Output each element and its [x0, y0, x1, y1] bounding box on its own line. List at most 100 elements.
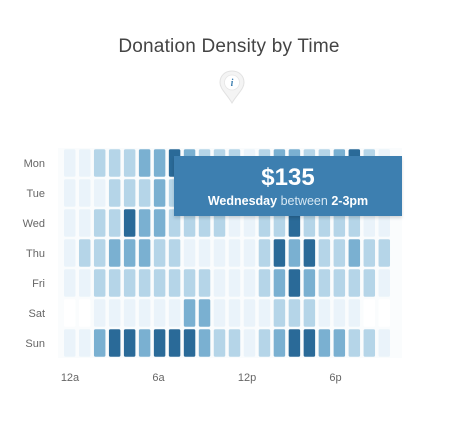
heatmap-cell[interactable]: [213, 209, 226, 237]
heatmap-cell[interactable]: [138, 239, 151, 267]
heatmap-cell[interactable]: [123, 179, 136, 207]
heatmap-cell[interactable]: [78, 149, 91, 177]
heatmap-cell[interactable]: [228, 329, 241, 357]
heatmap-cell[interactable]: [168, 209, 181, 237]
heatmap-cell[interactable]: [108, 239, 121, 267]
heatmap-cell[interactable]: [243, 269, 256, 297]
heatmap-cell[interactable]: [123, 149, 136, 177]
heatmap-cell[interactable]: [258, 269, 271, 297]
heatmap-cell[interactable]: [273, 239, 286, 267]
heatmap-cell[interactable]: [363, 329, 376, 357]
heatmap-cell[interactable]: [198, 209, 211, 237]
heatmap-cell[interactable]: [303, 239, 316, 267]
heatmap-cell[interactable]: [198, 239, 211, 267]
heatmap-cell[interactable]: [78, 329, 91, 357]
heatmap-cell[interactable]: [93, 209, 106, 237]
heatmap-cell[interactable]: [333, 239, 346, 267]
heatmap-cell[interactable]: [108, 179, 121, 207]
heatmap-cell[interactable]: [318, 269, 331, 297]
heatmap-cell[interactable]: [258, 239, 271, 267]
heatmap-cell[interactable]: [348, 299, 361, 327]
heatmap-cell[interactable]: [243, 209, 256, 237]
heatmap-cell[interactable]: [288, 299, 301, 327]
heatmap-cell[interactable]: [243, 329, 256, 357]
heatmap-cell[interactable]: [363, 299, 376, 327]
heatmap-cell[interactable]: [243, 299, 256, 327]
heatmap-cell[interactable]: [378, 209, 391, 237]
heatmap-cell[interactable]: [213, 269, 226, 297]
heatmap-cell[interactable]: [153, 269, 166, 297]
heatmap-cell[interactable]: [273, 269, 286, 297]
heatmap-cell[interactable]: [93, 269, 106, 297]
heatmap-cell[interactable]: [258, 299, 271, 327]
heatmap-cell[interactable]: [153, 329, 166, 357]
heatmap-cell[interactable]: [318, 209, 331, 237]
heatmap-cell[interactable]: [378, 299, 391, 327]
heatmap-cell[interactable]: [228, 269, 241, 297]
heatmap-cell[interactable]: [183, 329, 196, 357]
heatmap-cell[interactable]: [64, 269, 76, 297]
heatmap-cell[interactable]: [213, 329, 226, 357]
heatmap-cell[interactable]: [198, 329, 211, 357]
heatmap-cell[interactable]: [333, 299, 346, 327]
heatmap-cell[interactable]: [123, 209, 136, 237]
heatmap-cell[interactable]: [138, 329, 151, 357]
heatmap-cell[interactable]: [138, 299, 151, 327]
heatmap-cell[interactable]: [213, 239, 226, 267]
heatmap-cell[interactable]: [363, 269, 376, 297]
heatmap-cell[interactable]: [64, 239, 76, 267]
heatmap-cell[interactable]: [348, 239, 361, 267]
heatmap-cell[interactable]: [183, 209, 196, 237]
heatmap-cell[interactable]: [64, 299, 76, 327]
heatmap-cell[interactable]: [228, 209, 241, 237]
heatmap-cell[interactable]: [378, 239, 391, 267]
heatmap-cell[interactable]: [228, 239, 241, 267]
heatmap-cell[interactable]: [228, 299, 241, 327]
heatmap-cell[interactable]: [303, 329, 316, 357]
heatmap-cell[interactable]: [303, 209, 316, 237]
heatmap-cell[interactable]: [348, 329, 361, 357]
heatmap-cell[interactable]: [153, 179, 166, 207]
heatmap-cell[interactable]: [213, 299, 226, 327]
heatmap-cell[interactable]: [168, 239, 181, 267]
heatmap-cell[interactable]: [108, 299, 121, 327]
heatmap-cell[interactable]: [93, 329, 106, 357]
heatmap-cell[interactable]: [64, 209, 76, 237]
heatmap-cell[interactable]: [258, 329, 271, 357]
heatmap-cell[interactable]: [64, 149, 76, 177]
heatmap-cell[interactable]: [198, 269, 211, 297]
heatmap-cell[interactable]: [138, 149, 151, 177]
heatmap-cell[interactable]: [78, 209, 91, 237]
heatmap-cell[interactable]: [93, 179, 106, 207]
heatmap-cell[interactable]: [378, 269, 391, 297]
heatmap-cell[interactable]: [258, 209, 271, 237]
heatmap-cell[interactable]: [303, 269, 316, 297]
heatmap-cell[interactable]: [153, 209, 166, 237]
heatmap-cell[interactable]: [123, 269, 136, 297]
heatmap-cell[interactable]: [363, 209, 376, 237]
heatmap-cell[interactable]: [168, 329, 181, 357]
heatmap-cell[interactable]: [78, 269, 91, 297]
heatmap-cell[interactable]: [183, 269, 196, 297]
heatmap-cell[interactable]: [243, 239, 256, 267]
heatmap-cell[interactable]: [348, 269, 361, 297]
heatmap-cell[interactable]: [64, 179, 76, 207]
heatmap-cell[interactable]: [78, 299, 91, 327]
heatmap-cell[interactable]: [168, 299, 181, 327]
heatmap-cell[interactable]: [108, 209, 121, 237]
heatmap-cell[interactable]: [288, 329, 301, 357]
heatmap-cell[interactable]: [138, 269, 151, 297]
heatmap-cell[interactable]: [183, 299, 196, 327]
heatmap-cell[interactable]: [138, 209, 151, 237]
heatmap-cell[interactable]: [108, 329, 121, 357]
heatmap-cell[interactable]: [288, 269, 301, 297]
heatmap-cell[interactable]: [288, 209, 301, 237]
heatmap-cell[interactable]: [93, 239, 106, 267]
heatmap-cell[interactable]: [348, 209, 361, 237]
heatmap-cell[interactable]: [108, 269, 121, 297]
heatmap-cell[interactable]: [123, 239, 136, 267]
heatmap-cell[interactable]: [153, 239, 166, 267]
heatmap-cell[interactable]: [318, 299, 331, 327]
heatmap-cell[interactable]: [138, 179, 151, 207]
heatmap-cell[interactable]: [93, 299, 106, 327]
